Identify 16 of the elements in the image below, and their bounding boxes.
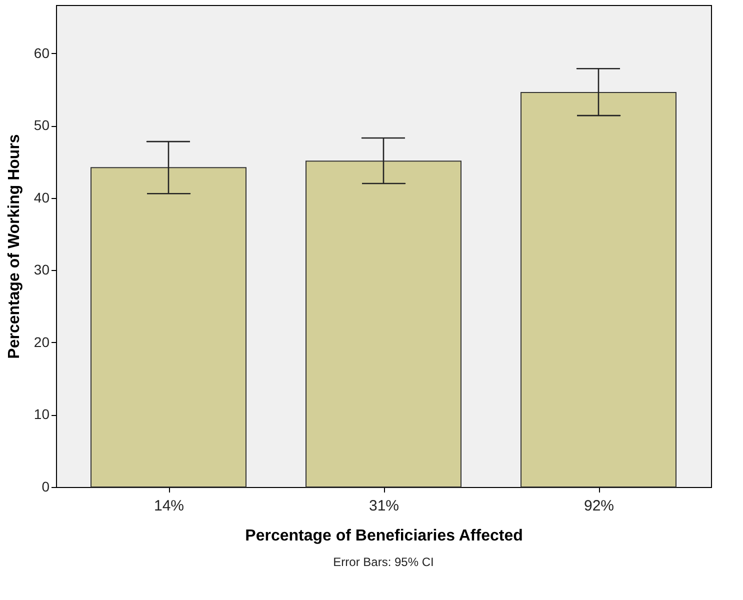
y-tick-label: 40: [34, 189, 50, 206]
x-axis-title: Percentage of Beneficiaries Affected: [245, 528, 523, 544]
y-tick-label: 10: [34, 406, 50, 422]
text: Error Bars: 95% CI: [333, 555, 434, 569]
x-tick-label: 92%: [584, 498, 614, 514]
y-tick-label: 30: [34, 262, 50, 278]
y-axis-title: Percentage of Working Hours: [6, 134, 23, 359]
x-tick-label: 31%: [368, 498, 400, 514]
y-tick-label: 50: [34, 117, 50, 134]
bar: [306, 160, 462, 488]
y-tick-label: 60: [34, 44, 50, 61]
y-tick-label: 0: [42, 478, 50, 494]
y-tick-label: 20: [34, 334, 50, 350]
bar: [90, 167, 246, 488]
x-tick-label: 14%: [154, 498, 184, 514]
bar: [520, 92, 676, 488]
